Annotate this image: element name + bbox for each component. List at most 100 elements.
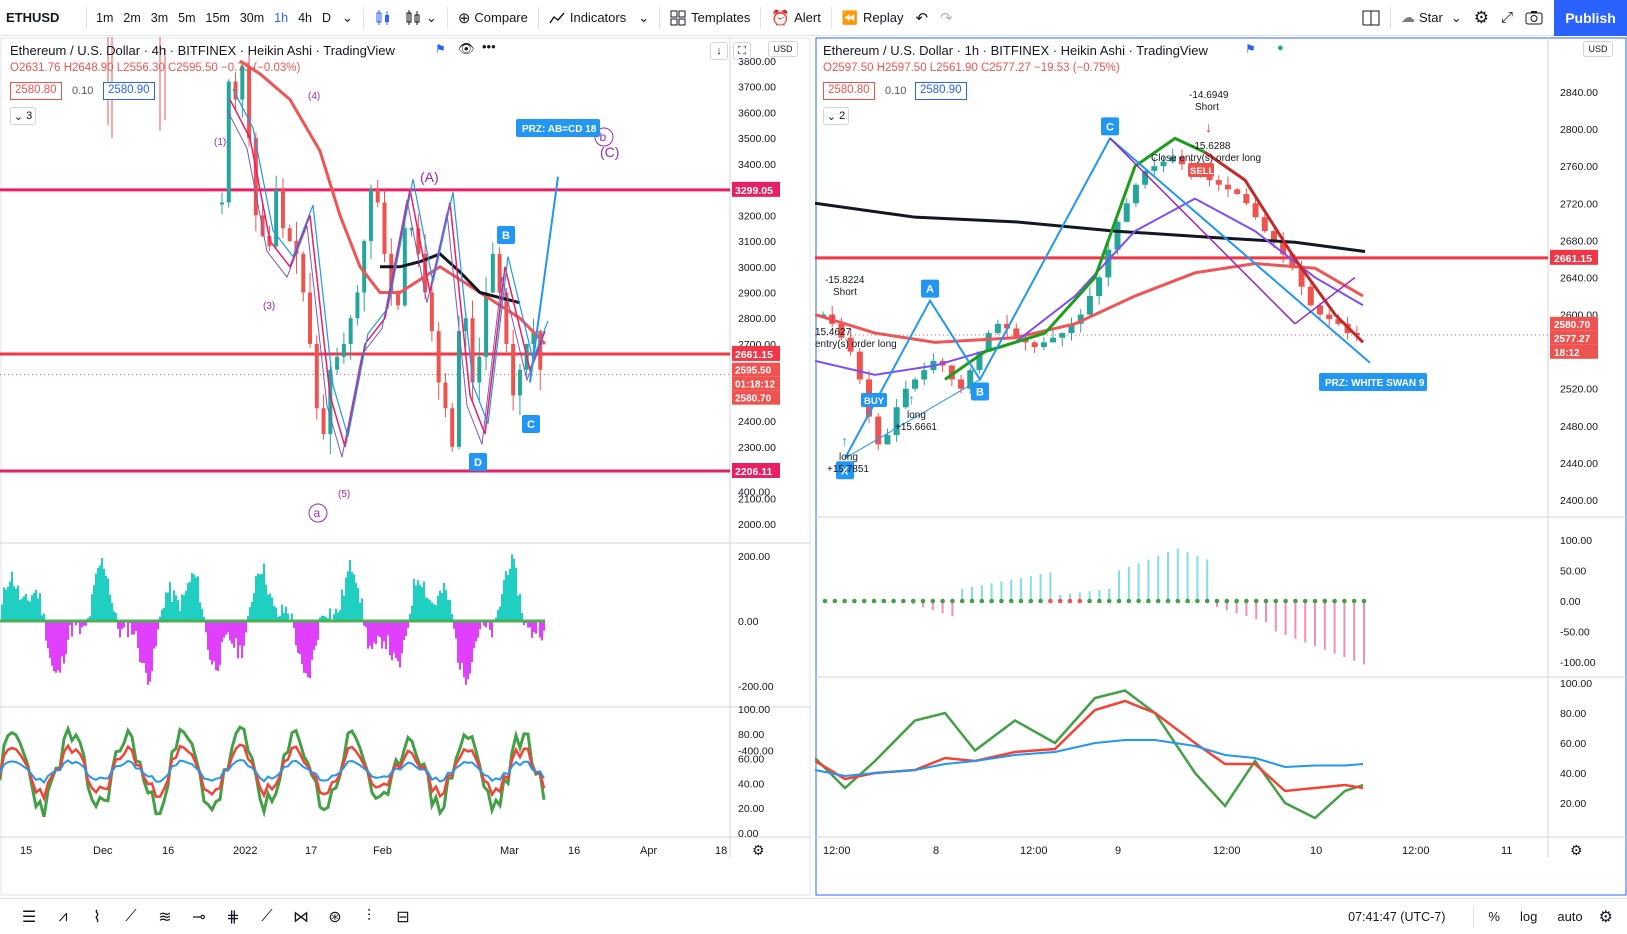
price-tick: 2400.00 [738,416,776,428]
candle [463,318,468,332]
cycle-tool[interactable]: ⊛ [318,900,352,934]
compare-button[interactable]: ⊕ Compare [452,0,534,36]
fib-tool[interactable]: ≋ [148,900,182,934]
time-tick: Feb [373,845,392,857]
candle [280,189,285,229]
price-label-bg [1550,330,1598,345]
indicators-button[interactable]: Indicators ⌄ [543,0,655,36]
gann-tool[interactable]: ⋕ [216,900,250,934]
wave-line-blue [232,89,549,437]
settings-button[interactable]: ⚙ [1468,0,1495,36]
sell-price-box[interactable]: 2580.80 [823,82,875,100]
sell-tag-bg [1188,163,1214,177]
log-toggle[interactable]: log [1519,909,1538,924]
brush-tool[interactable]: ⟋ [250,900,284,934]
eye-icon[interactable]: 👁 [458,41,475,56]
xabcd-tool[interactable]: ⋈ [284,900,318,934]
currency-button[interactable]: USD [768,41,798,57]
interval-dropdown[interactable]: ⌄ [336,0,359,36]
right-chart[interactable]: 2840.00 2800.00 2760.00 2720.00 2680.00 2640.… [815,37,1627,896]
osc-dot [1312,598,1318,604]
sell-price-box[interactable]: 2580.80 [10,82,62,100]
projection-tool[interactable]: ⫶ [352,900,386,934]
right-legend: Ethereum / U.S. Dollar · 1h · BITFINEX ·… [823,43,1208,58]
line-tool[interactable]: ⟋ [114,900,148,934]
plus-circle-icon: ⊕ [457,9,471,27]
wave-label: (3) [263,301,275,312]
pane-collapse[interactable]: ⌄ 2 [823,107,849,125]
flag-icon[interactable]: ⚑ [435,42,446,56]
pattern-label: D [474,457,482,469]
harmonic-leg [844,379,981,459]
bar-style-button[interactable]: ⌄ [398,0,443,36]
interval-5m[interactable]: 5m [178,10,196,25]
price-tick: 2300.00 [738,442,776,454]
price-tick: 2900.00 [738,288,776,300]
candle [1105,249,1112,278]
candle [1013,328,1020,338]
time-tick: 9 [1115,845,1121,857]
horizontal-line-tool[interactable]: ⊸ [182,900,216,934]
gear-icon: ⚙ [1570,842,1583,858]
settings-button[interactable]: ⚙ [1599,907,1613,927]
right-chart-canvas[interactable]: 2840.002800.002760.002720.002680.002640.… [815,37,1627,896]
undo-button[interactable]: ↶ [909,0,934,36]
layout-name-button[interactable]: ☁ Star ⌄ [1395,0,1468,36]
divider [537,6,539,29]
scroll-down-button[interactable]: ↓ [710,42,728,60]
osc-tick: 400.00 [738,486,770,498]
wave-label: b [600,130,607,144]
replay-button[interactable]: ⏪ Replay [836,0,910,36]
left-chart[interactable]: 3800.003700.003600.003500.003400.003300.… [0,37,811,896]
more-icon[interactable]: ••• [482,39,496,54]
flag-icon[interactable]: ⚑ [1245,42,1256,56]
snapshot-button[interactable] [1519,0,1549,36]
currency-button[interactable]: USD [1583,41,1613,57]
pane-collapse[interactable]: ⌄ 3 [10,107,36,125]
chevron-down-icon: ⌄ [425,9,437,25]
chart-type-button[interactable] [368,0,398,36]
buy-price-box[interactable]: 2580.90 [915,82,967,100]
interval-30m[interactable]: 30m [239,10,265,25]
layout-button[interactable] [1356,0,1386,36]
interval-3m[interactable]: 3m [150,10,169,25]
left-chart-canvas[interactable]: 3800.003700.003600.003500.003400.003300.… [0,37,811,896]
maximize-button[interactable]: ⛶ [733,42,751,60]
ma-darkred [1204,151,1365,344]
alert-button[interactable]: ⏰ Alert [765,0,826,36]
wave-line [229,99,546,448]
redo-button[interactable]: ↷ [934,0,959,36]
candle [450,408,455,447]
rsi-blue [0,759,545,785]
wave-label: (5) [338,489,350,500]
osc-tick: 50.00 [1560,566,1586,578]
buy-price-box[interactable]: 2580.90 [103,82,155,100]
chevron-down-icon: ⌄ [638,9,650,25]
elliott-tool[interactable]: ⌇ [80,900,114,934]
candle [456,331,461,447]
fullscreen-button[interactable]: ⤢ [1495,0,1519,36]
moving-average-line [239,59,547,345]
symbol-search[interactable]: ETHUSD [6,10,60,25]
trend-line-tool[interactable]: ☰ [12,900,46,934]
templates-button[interactable]: Templates [664,0,756,36]
interval-1h[interactable]: 1h [274,10,289,25]
percent-toggle[interactable]: % [1488,909,1500,924]
interval-2m[interactable]: 2m [123,10,141,25]
publish-button[interactable]: Publish [1554,0,1627,36]
osc-dot [1106,598,1112,604]
interval-D[interactable]: D [321,10,331,25]
pattern-tool[interactable]: ⩘ [46,900,80,934]
interval-1m[interactable]: 1m [96,10,114,25]
measure-tool[interactable]: ⊟ [386,900,420,934]
trade-annotation: Close entry(s) order long [1151,153,1261,164]
candle [301,253,306,293]
auto-toggle[interactable]: auto [1557,909,1583,924]
interval-15m[interactable]: 15m [205,10,230,25]
candle [967,370,974,389]
replay-label: Replay [863,10,904,25]
level-label: 2661.15 [1554,253,1592,265]
time-tick: 2022 [233,845,257,857]
interval-4h[interactable]: 4h [298,10,312,25]
trade-annotation: long [839,452,858,463]
